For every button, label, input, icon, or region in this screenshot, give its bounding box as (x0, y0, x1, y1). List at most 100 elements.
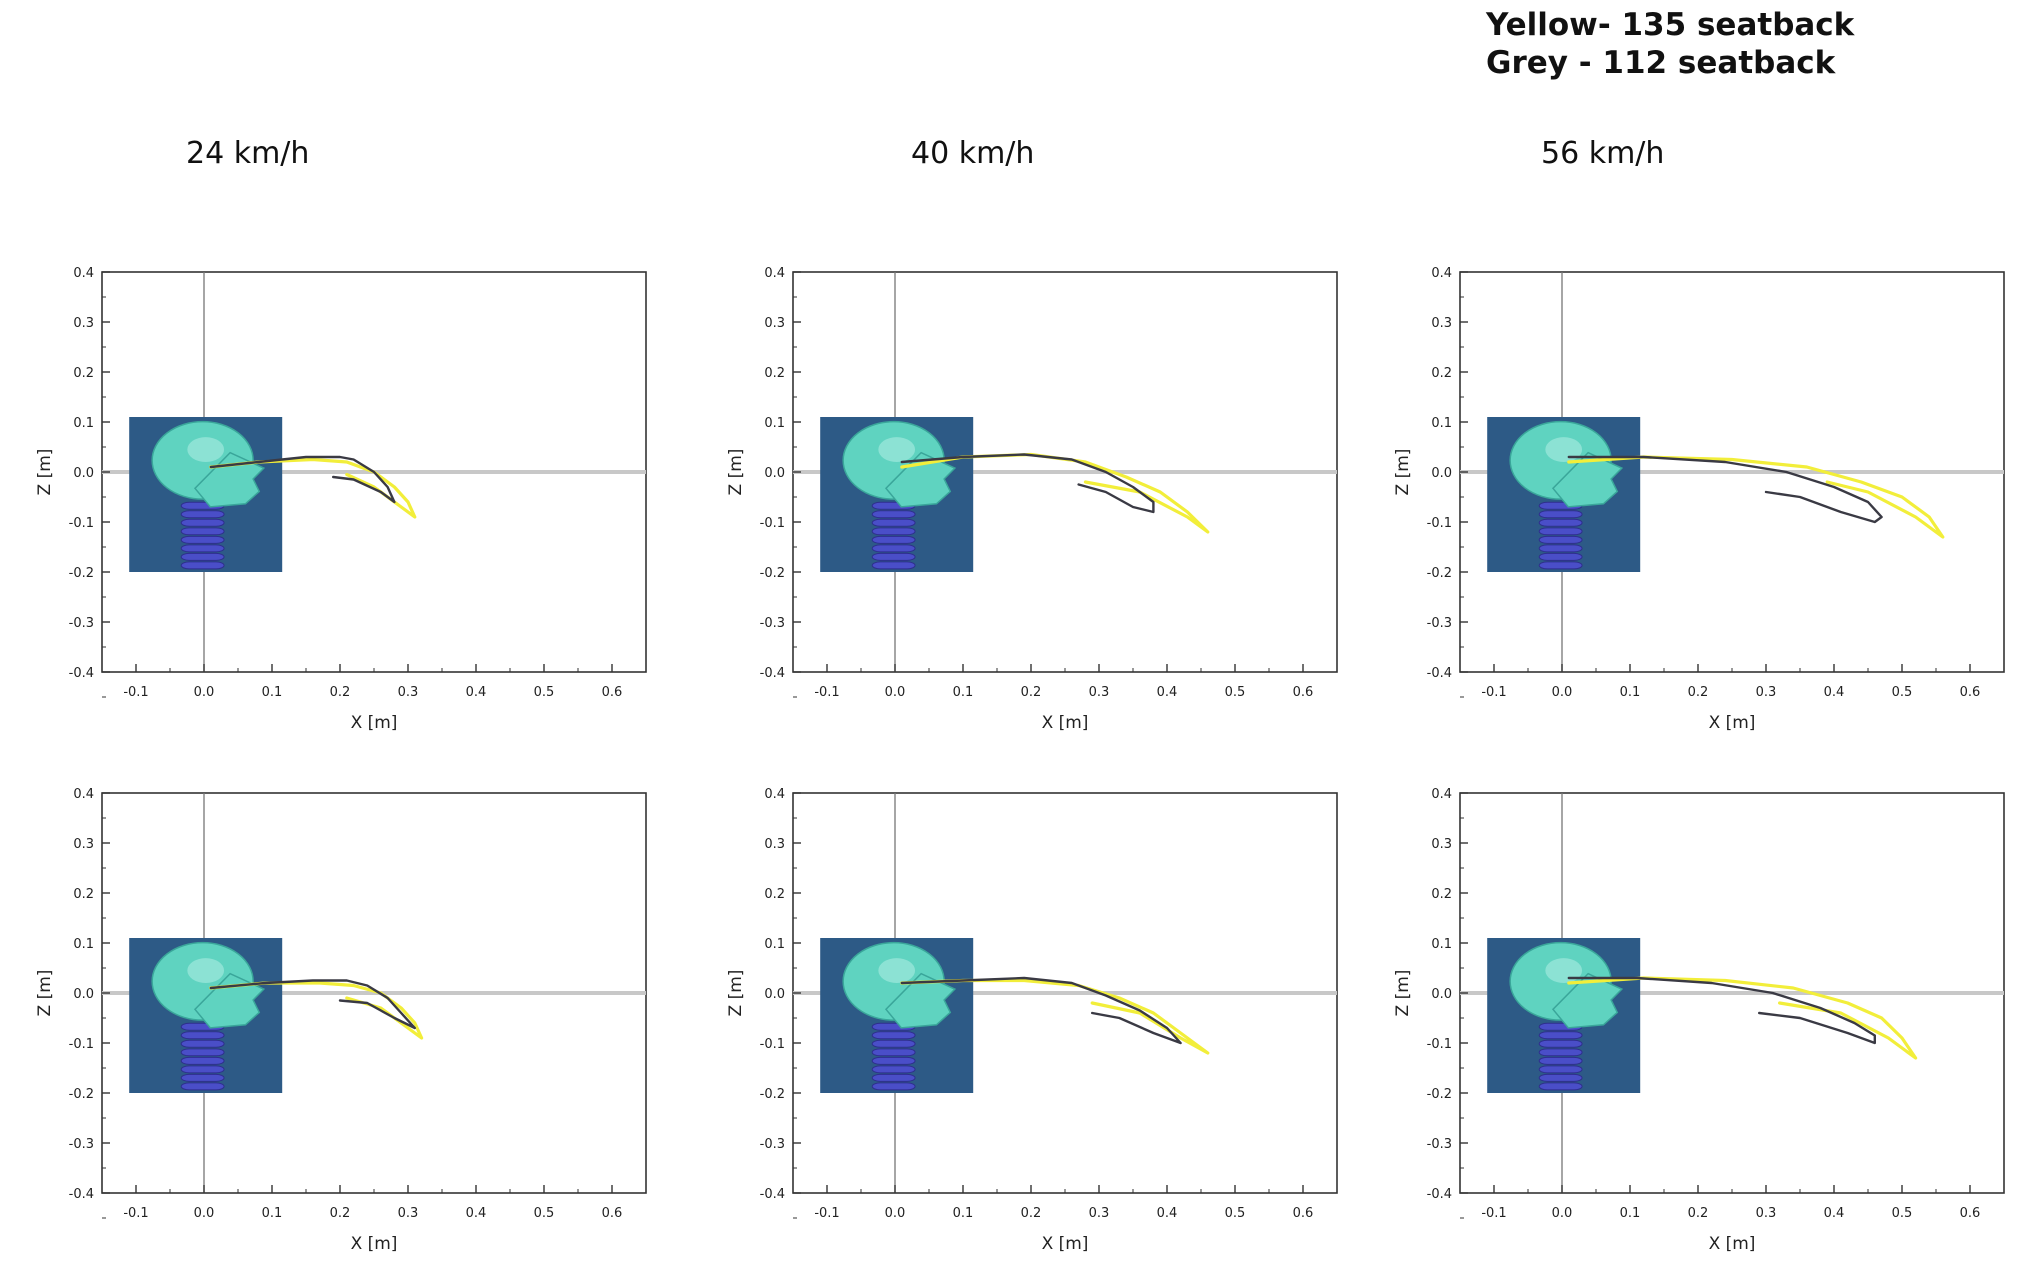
x-tick-label: -0.1 (814, 1206, 839, 1221)
y-tick-label: 0.4 (764, 787, 785, 802)
y-tick-label: 0.2 (764, 366, 785, 381)
head-neck-model-image (129, 417, 283, 572)
x-tick-label: 0.1 (262, 1206, 283, 1221)
y-tick-label: -0.4 (69, 666, 94, 681)
y-tick-label: 0.4 (73, 266, 94, 281)
head-neck-model-image (820, 938, 974, 1093)
x-tick-label: 0.5 (534, 1206, 555, 1221)
y-tick-label: -0.2 (1427, 566, 1452, 581)
x-axis-label: X [m] (351, 713, 398, 733)
x-tick-label: 0.3 (1756, 1206, 1777, 1221)
x-tick-label: 0.3 (398, 1206, 419, 1221)
x-axis-label: X [m] (1709, 1234, 1756, 1254)
x-tick-label: 0.0 (885, 1206, 906, 1221)
x-tick-label: 0.4 (1824, 1206, 1845, 1221)
y-tick-label: 0.3 (1431, 316, 1452, 331)
series-grey-trajectory (1567, 976, 1877, 1045)
series-grey-trajectory (900, 453, 1155, 514)
series-yellow-trajectory (1567, 976, 1918, 1060)
chart-panel-1: 0.4 0.3 0.2 0.1 0.0 -0.1 -0.2 -0.3 -0.4 -0.1 0.0 0.… (35, 266, 647, 733)
y-tick-label: 0.0 (73, 466, 94, 481)
legend-yellow: Yellow- 135 seatback (1486, 7, 1855, 43)
y-tick-label: 0.2 (73, 366, 94, 381)
y-tick-label: -0.3 (69, 616, 94, 631)
y-tick-label: -0.1 (69, 516, 94, 531)
y-tick-label: 0.2 (764, 887, 785, 902)
x-tick-label: 0.6 (602, 1206, 623, 1221)
x-tick-label: 0.2 (330, 1206, 351, 1221)
x-tick-label: -0.1 (123, 1206, 148, 1221)
y-tick-label: 0.4 (764, 266, 785, 281)
y-axis-label: Z [m] (726, 449, 746, 496)
y-tick-label: 0.1 (73, 416, 94, 431)
x-tick-label: 0.3 (398, 685, 419, 700)
chart-panel-4: 0.4 0.3 0.2 0.1 0.0 -0.1 -0.2 -0.3 -0.4 -0.1 0.0 0.… (35, 787, 647, 1254)
y-tick-label: 0.4 (1431, 787, 1452, 802)
x-tick-label: 0.5 (1892, 1206, 1913, 1221)
x-tick-label: 0.6 (1293, 685, 1314, 700)
y-tick-label: 0.1 (764, 416, 785, 431)
series-grey-trajectory (900, 976, 1182, 1045)
x-tick-label: 0.6 (1960, 1206, 1981, 1221)
legend: Yellow- 135 seatback Grey - 112 seatback (1486, 6, 1854, 82)
y-tick-label: 0.3 (73, 316, 94, 331)
x-tick-label: 0.5 (534, 685, 555, 700)
x-tick-label: 0.0 (885, 685, 906, 700)
legend-grey: Grey - 112 seatback (1486, 45, 1836, 81)
x-tick-label: -0.1 (123, 685, 148, 700)
head-neck-model-image (129, 938, 283, 1093)
y-tick-label: -0.3 (1427, 1137, 1452, 1152)
x-tick-label: 0.2 (1688, 1206, 1709, 1221)
x-tick-label: 0.2 (1021, 1206, 1042, 1221)
chart-panel-6: 0.4 0.3 0.2 0.1 0.0 -0.1 -0.2 -0.3 -0.4 -0.1 0.0 0.… (1393, 787, 2005, 1254)
y-tick-label: 0.1 (764, 937, 785, 952)
x-tick-label: 0.3 (1756, 685, 1777, 700)
x-tick-label: -0.1 (1481, 685, 1506, 700)
y-tick-label: 0.4 (1431, 266, 1452, 281)
x-tick-label: 0.2 (1688, 685, 1709, 700)
x-tick-label: 0.2 (330, 685, 351, 700)
y-tick-label: 0.4 (73, 787, 94, 802)
speed-label-24: 24 km/h (186, 136, 310, 171)
head-neck-model-image (820, 417, 974, 572)
y-axis-label: Z [m] (35, 970, 55, 1017)
x-tick-label: 0.6 (602, 685, 623, 700)
y-tick-label: -0.4 (69, 1187, 94, 1202)
y-axis-label: Z [m] (726, 970, 746, 1017)
x-tick-label: 0.4 (1157, 1206, 1178, 1221)
x-tick-label: 0.1 (1620, 685, 1641, 700)
x-tick-label: -0.1 (814, 685, 839, 700)
x-axis-label: X [m] (1042, 1234, 1089, 1254)
x-tick-label: 0.3 (1089, 1206, 1110, 1221)
y-tick-label: 0.1 (1431, 416, 1452, 431)
y-tick-label: 0.2 (73, 887, 94, 902)
x-axis-label: X [m] (351, 1234, 398, 1254)
series-grey-trajectory (1567, 455, 1883, 524)
x-tick-label: 0.4 (466, 1206, 487, 1221)
x-tick-label: 0.1 (953, 685, 974, 700)
x-tick-label: 0.1 (1620, 1206, 1641, 1221)
y-tick-label: -0.3 (760, 1137, 785, 1152)
x-tick-label: 0.6 (1293, 1206, 1314, 1221)
chart-panel-3: 0.4 0.3 0.2 0.1 0.0 -0.1 -0.2 -0.3 -0.4 -0.1 0.0 0.… (1393, 266, 2005, 733)
head-neck-model-image (1487, 938, 1641, 1093)
x-tick-label: 0.4 (466, 685, 487, 700)
x-tick-label: 0.1 (953, 1206, 974, 1221)
y-tick-label: -0.3 (760, 616, 785, 631)
y-axis-label: Z [m] (1393, 970, 1413, 1017)
y-axis-label: Z [m] (1393, 449, 1413, 496)
y-tick-label: -0.1 (760, 516, 785, 531)
x-tick-label: 0.5 (1225, 685, 1246, 700)
y-tick-label: -0.2 (69, 1087, 94, 1102)
y-tick-label: -0.3 (69, 1137, 94, 1152)
y-tick-label: 0.3 (764, 316, 785, 331)
y-tick-label: -0.1 (1427, 1037, 1452, 1052)
chart-panel-2: 0.4 0.3 0.2 0.1 0.0 -0.1 -0.2 -0.3 -0.4 -0.1 0.0 0.… (726, 266, 1338, 733)
y-tick-label: -0.2 (760, 1087, 785, 1102)
y-tick-label: 0.0 (1431, 987, 1452, 1002)
x-tick-label: 0.0 (1552, 685, 1573, 700)
y-tick-label: -0.1 (760, 1037, 785, 1052)
x-tick-label: 0.0 (1552, 1206, 1573, 1221)
y-tick-label: 0.3 (73, 837, 94, 852)
